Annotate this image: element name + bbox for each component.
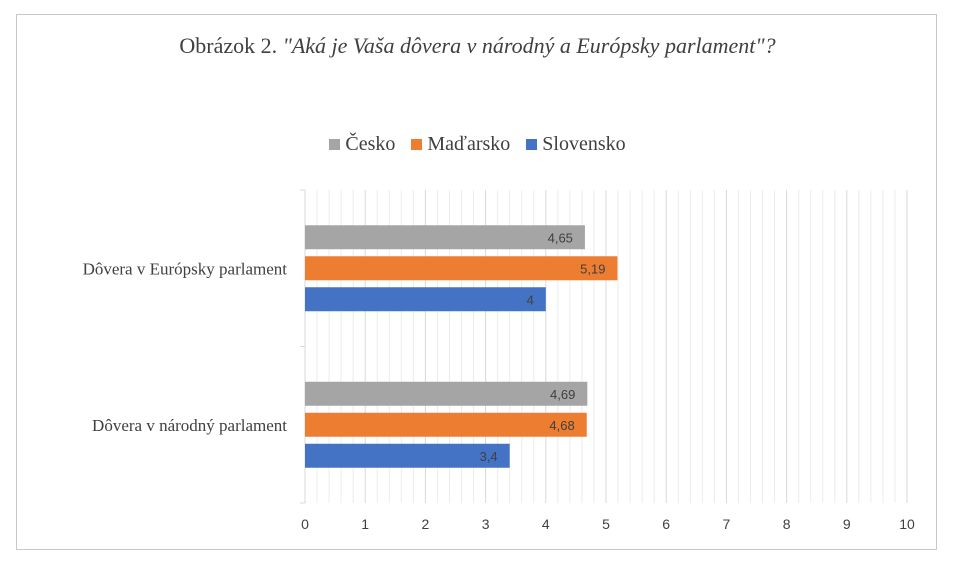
data-label: 4 bbox=[527, 292, 534, 307]
data-label: 3,4 bbox=[480, 449, 498, 464]
legend-item-2: Slovensko bbox=[526, 133, 626, 156]
legend-swatch bbox=[329, 139, 341, 150]
x-tick-label: 8 bbox=[783, 516, 791, 532]
chart-legend: Česko Maďarsko Slovensko bbox=[17, 133, 938, 156]
x-tick-label: 5 bbox=[602, 516, 610, 532]
bar bbox=[305, 412, 587, 437]
bar bbox=[305, 256, 618, 281]
chart-frame: Obrázok 2. "Aká je Vaša dôvera v národný… bbox=[16, 14, 937, 550]
chart-plot: 0 1 2 3 4 5 6 7 8 9 10 Dôvera v Európsky parlament 4… bbox=[83, 189, 915, 532]
data-label: 4,69 bbox=[550, 387, 575, 402]
data-label: 4,68 bbox=[549, 418, 574, 433]
bar bbox=[305, 225, 585, 250]
category-label: Dôvera v národný parlament bbox=[92, 416, 287, 435]
chart-title-prefix: Obrázok 2. bbox=[179, 33, 283, 58]
x-tick-label: 6 bbox=[662, 516, 670, 532]
bar bbox=[305, 443, 510, 468]
x-tick-label: 0 bbox=[301, 516, 309, 532]
x-tick-label: 4 bbox=[542, 516, 550, 532]
legend-label: Česko bbox=[345, 133, 396, 155]
legend-swatch bbox=[526, 139, 538, 150]
legend-item-0: Česko bbox=[329, 133, 395, 156]
legend-item-1: Maďarsko bbox=[411, 133, 510, 156]
chart-title: Obrázok 2. "Aká je Vaša dôvera v národný… bbox=[17, 33, 938, 59]
bar bbox=[305, 287, 546, 312]
x-tick-label: 3 bbox=[482, 516, 490, 532]
legend-label: Maďarsko bbox=[427, 133, 511, 155]
data-label: 4,65 bbox=[548, 230, 573, 245]
x-tick-label: 9 bbox=[843, 516, 851, 532]
chart-title-quote: "Aká je Vaša dôvera v národný a Európsky… bbox=[282, 33, 776, 58]
x-tick-label: 2 bbox=[422, 516, 430, 532]
legend-swatch bbox=[411, 139, 423, 150]
category-label: Dôvera v Európsky parlament bbox=[83, 259, 288, 278]
x-tick-label: 10 bbox=[899, 516, 915, 532]
bar bbox=[305, 381, 588, 406]
x-tick-label: 7 bbox=[723, 516, 731, 532]
data-label: 5,19 bbox=[580, 261, 605, 276]
x-tick-label: 1 bbox=[361, 516, 369, 532]
legend-label: Slovensko bbox=[542, 133, 626, 155]
